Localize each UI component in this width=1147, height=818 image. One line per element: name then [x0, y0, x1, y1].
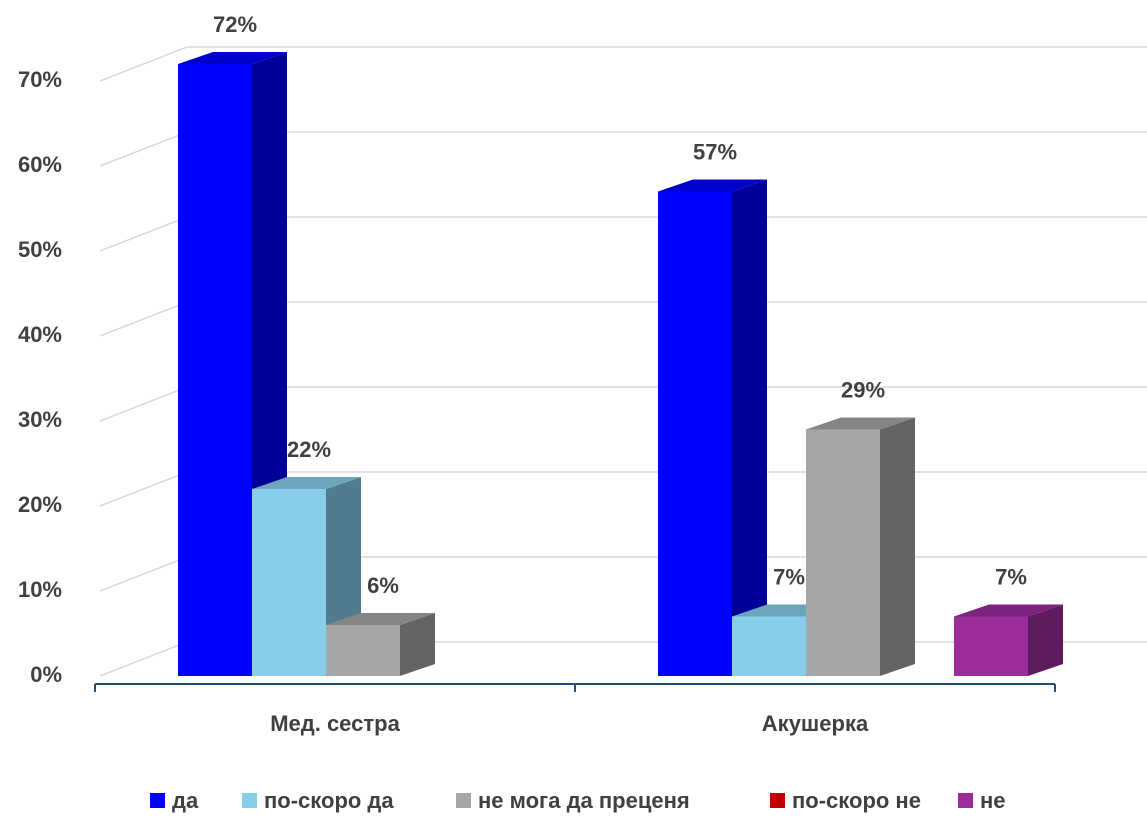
- grid-line: [99, 46, 1147, 82]
- data-label: 57%: [693, 139, 737, 164]
- legend-label: не: [980, 788, 1006, 813]
- y-tick-label: 10%: [18, 577, 62, 602]
- y-tick-label: 20%: [18, 492, 62, 517]
- bar-top: [954, 604, 1063, 617]
- bar: [178, 64, 252, 676]
- legend-swatch: [958, 793, 973, 808]
- legend-swatch: [242, 793, 257, 808]
- legend-label: не мога да преценя: [478, 788, 690, 813]
- bar-side: [880, 417, 915, 676]
- bar: [326, 625, 400, 676]
- bar-side: [732, 179, 767, 676]
- legend-swatch: [456, 793, 471, 808]
- bar: [732, 616, 806, 676]
- y-tick-label: 40%: [18, 322, 62, 347]
- bar: [252, 489, 326, 676]
- y-tick-label: 0%: [30, 662, 62, 687]
- bar-side: [400, 613, 435, 676]
- bar: [954, 616, 1028, 676]
- legend-swatch: [770, 793, 785, 808]
- bar-top: [326, 613, 435, 625]
- x-tick-label: Мед. сестра: [270, 711, 400, 736]
- bar: [658, 191, 732, 676]
- bar-top: [252, 477, 361, 489]
- legend-label: по-скоро не: [792, 788, 921, 813]
- data-label: 7%: [995, 564, 1027, 589]
- data-label: 22%: [287, 437, 331, 462]
- legend-label: по-скоро да: [264, 788, 394, 813]
- data-label: 6%: [367, 573, 399, 598]
- legend-swatch: [150, 793, 165, 808]
- bar-side: [1028, 604, 1063, 676]
- data-label: 29%: [841, 377, 885, 402]
- y-tick-label: 70%: [18, 67, 62, 92]
- y-tick-label: 30%: [18, 407, 62, 432]
- bar-top: [806, 417, 915, 430]
- legend-label: да: [172, 788, 199, 813]
- y-tick-label: 50%: [18, 237, 62, 262]
- data-label: 7%: [773, 564, 805, 589]
- y-tick-label: 60%: [18, 152, 62, 177]
- x-tick-label: Акушерка: [762, 711, 869, 736]
- bar: [806, 429, 880, 676]
- bar-top: [658, 179, 767, 192]
- data-label: 72%: [213, 12, 257, 37]
- bar-top: [178, 52, 287, 64]
